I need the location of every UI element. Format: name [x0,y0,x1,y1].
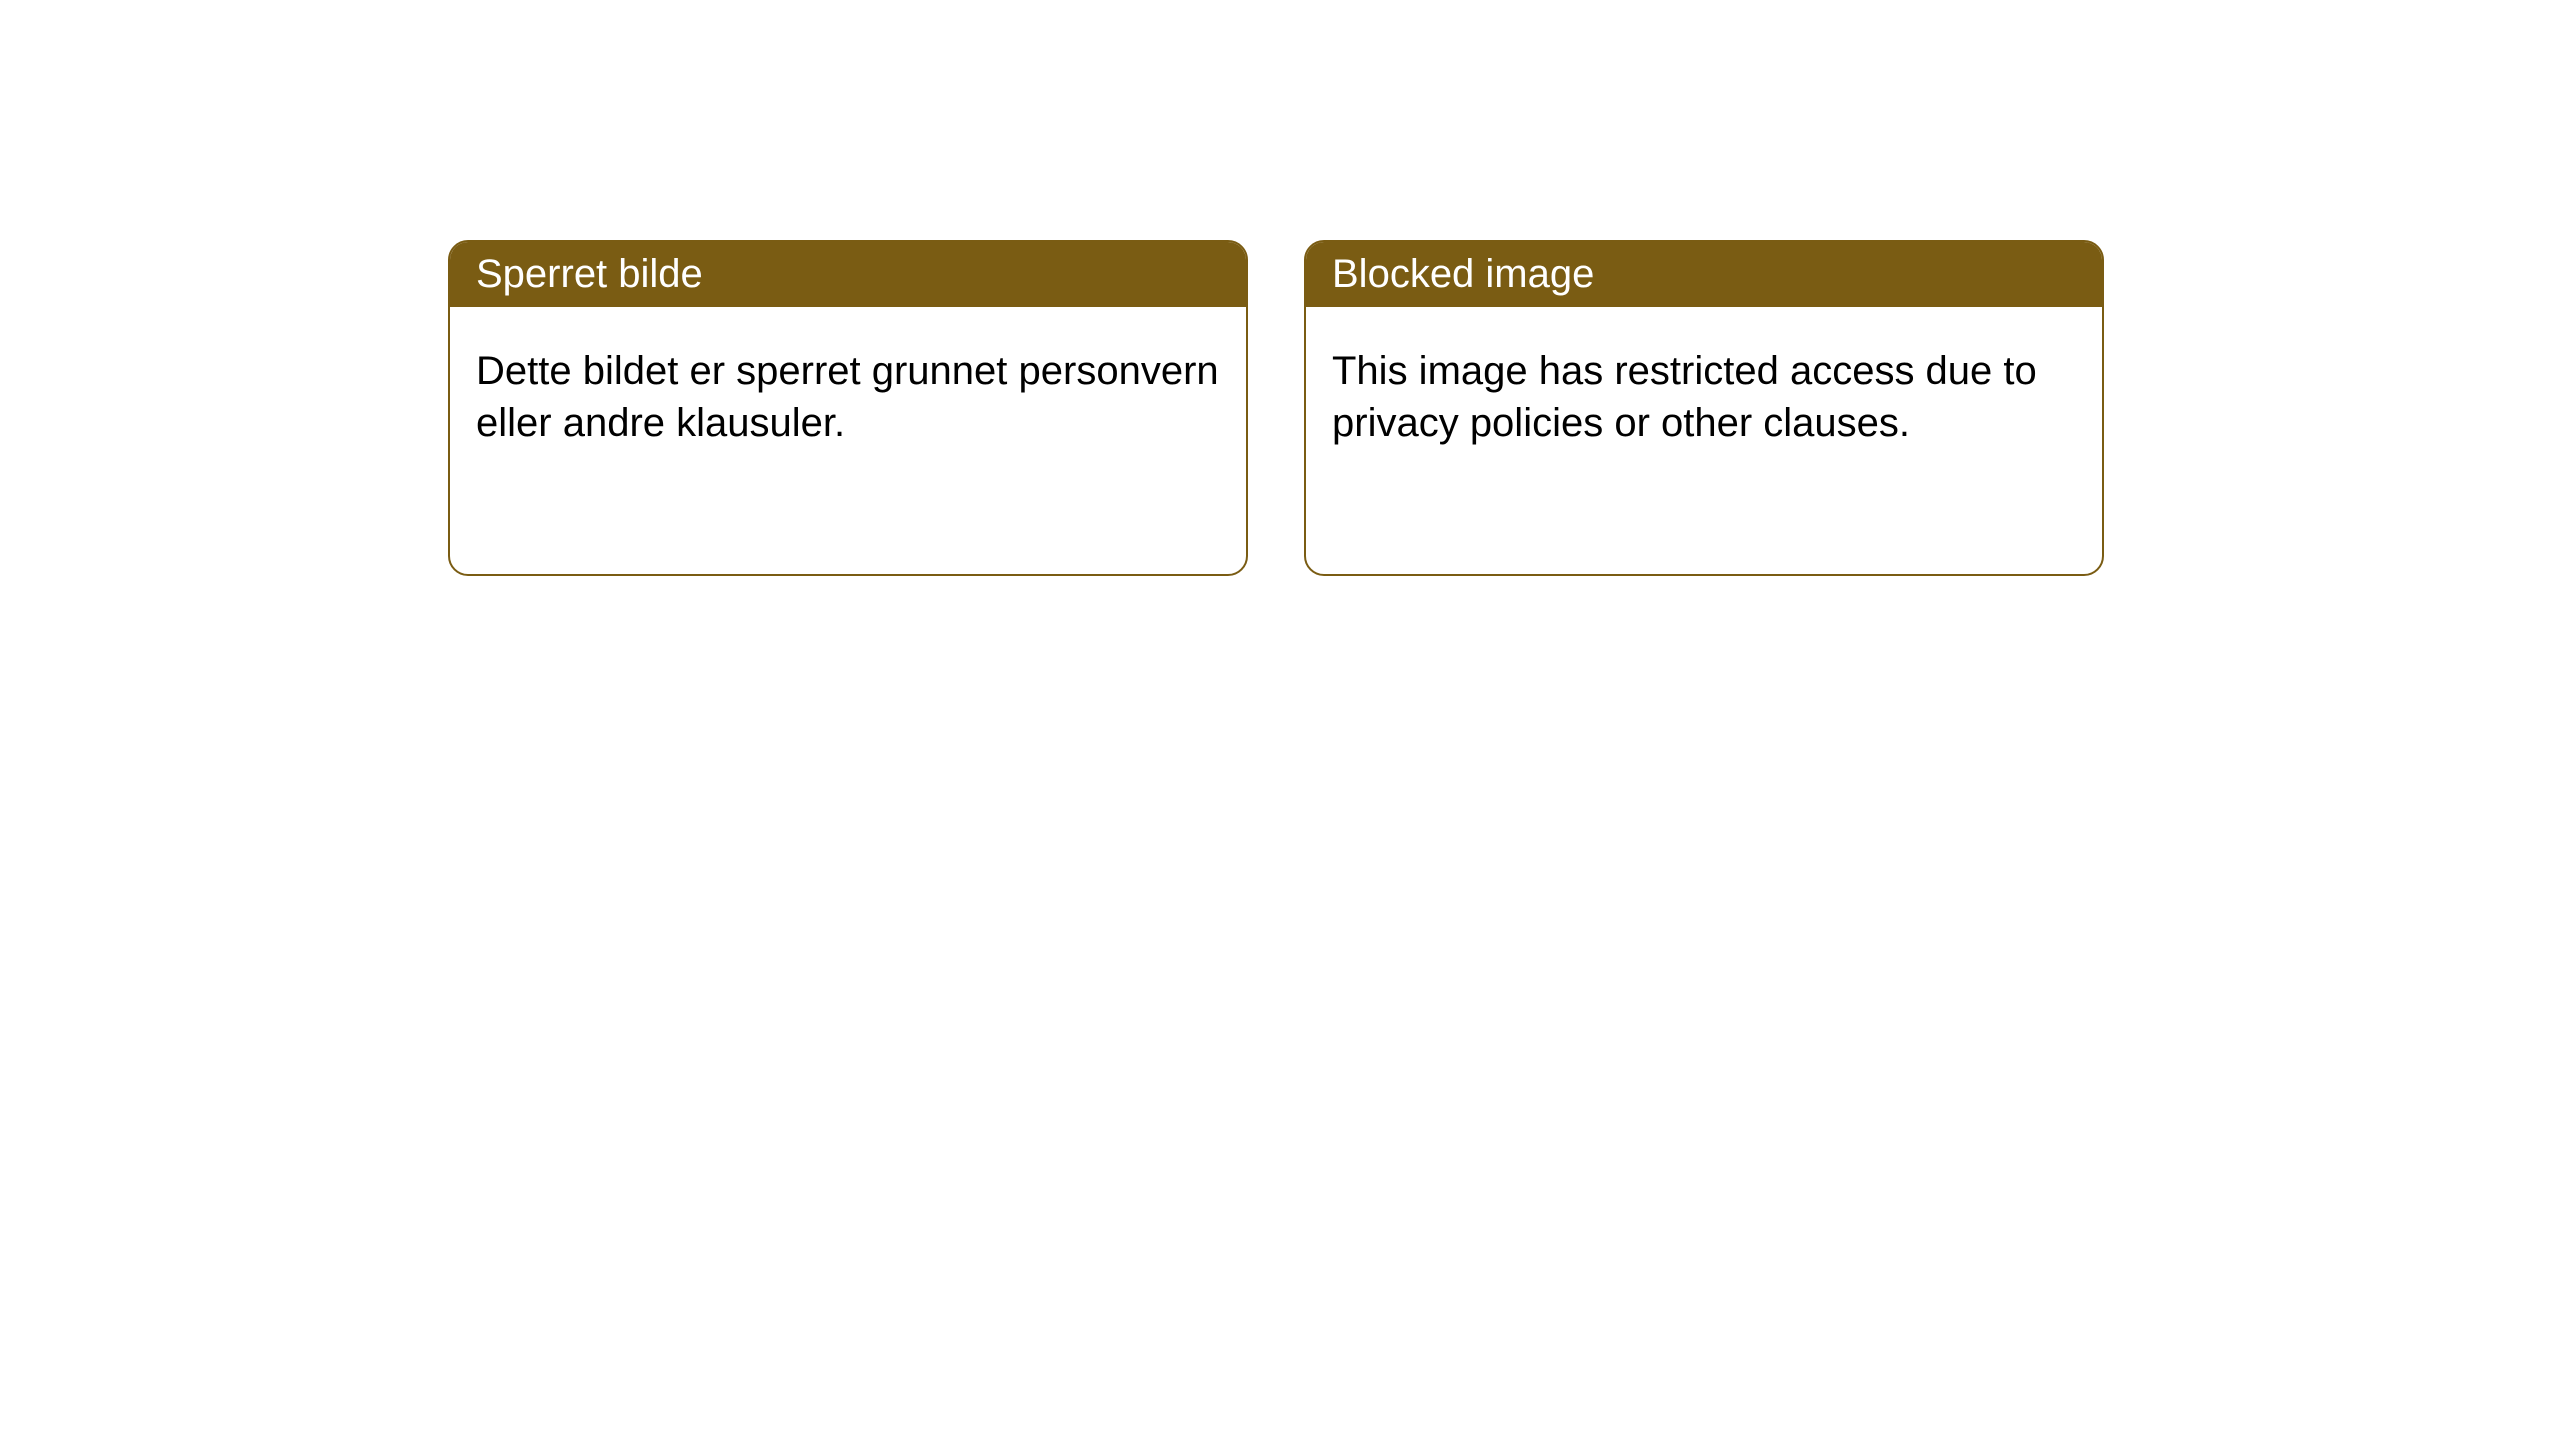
notice-header-text: Blocked image [1332,252,1594,296]
notice-container: Sperret bilde Dette bildet er sperret gr… [448,240,2104,576]
notice-card-english: Blocked image This image has restricted … [1304,240,2104,576]
notice-body: This image has restricted access due to … [1306,307,2102,487]
notice-body-text: Dette bildet er sperret grunnet personve… [476,349,1219,445]
notice-header: Blocked image [1306,242,2102,307]
notice-header-text: Sperret bilde [476,252,703,296]
notice-header: Sperret bilde [450,242,1246,307]
notice-body-text: This image has restricted access due to … [1332,349,2037,445]
notice-body: Dette bildet er sperret grunnet personve… [450,307,1246,487]
notice-card-norwegian: Sperret bilde Dette bildet er sperret gr… [448,240,1248,576]
